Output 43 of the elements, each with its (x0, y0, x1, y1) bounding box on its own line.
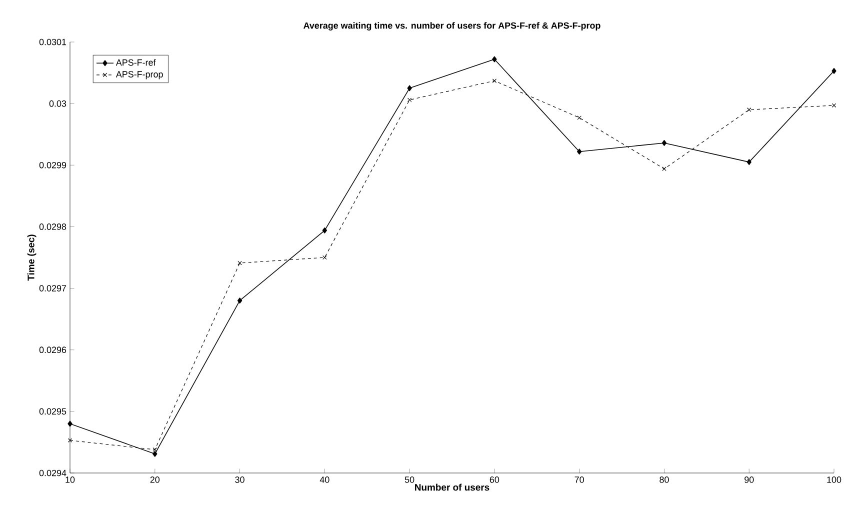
point (492, 56, 497, 62)
point (152, 450, 158, 457)
x-tick-label: 60 (490, 476, 500, 483)
x-tick-label: 40 (320, 476, 330, 483)
legend-label: APS-F-prop (116, 71, 163, 80)
y-tick-label: 0.0295 (39, 408, 66, 415)
point (68, 420, 72, 427)
point (662, 140, 667, 146)
y-tick-label: 0.0297 (39, 285, 66, 292)
point (832, 68, 836, 74)
x-tick-label: 30 (235, 476, 244, 483)
y-tick-label: 0.0299 (39, 162, 66, 168)
point (407, 85, 412, 92)
x-tick-label: 10 (66, 476, 75, 483)
x-tick-label: 70 (574, 476, 584, 483)
point (577, 116, 582, 120)
y-tick-label: 0.0298 (39, 224, 66, 230)
y-tick-label: 0.0296 (39, 346, 66, 354)
x-tick-label: 50 (404, 476, 414, 483)
point (68, 438, 72, 442)
y-tick-label: 0.03 (49, 100, 66, 107)
x-axis-title: Number of users (415, 484, 490, 491)
point (576, 148, 582, 155)
chart-title: Average waiting time vs. number of users for APS-F-ref & APS-F-prop (304, 22, 600, 31)
point (322, 227, 328, 234)
point (746, 108, 752, 112)
x-tick-label: 100 (827, 476, 842, 483)
legend-label: APS-F-ref (116, 59, 156, 66)
y-tick-label: 0.0294 (39, 470, 66, 476)
point (322, 255, 327, 260)
y-axis-title: Time (sec) (27, 234, 36, 281)
point (237, 298, 242, 304)
point (662, 166, 666, 171)
point (492, 78, 497, 83)
x-tick-label: 90 (744, 476, 754, 483)
point (152, 447, 158, 452)
x-tick-label: 20 (150, 476, 160, 483)
point (746, 159, 752, 166)
point (832, 103, 836, 108)
point (238, 260, 242, 266)
point (407, 98, 412, 102)
y-tick-label: 0.0301 (39, 38, 66, 46)
x-tick-label: 80 (660, 476, 669, 483)
